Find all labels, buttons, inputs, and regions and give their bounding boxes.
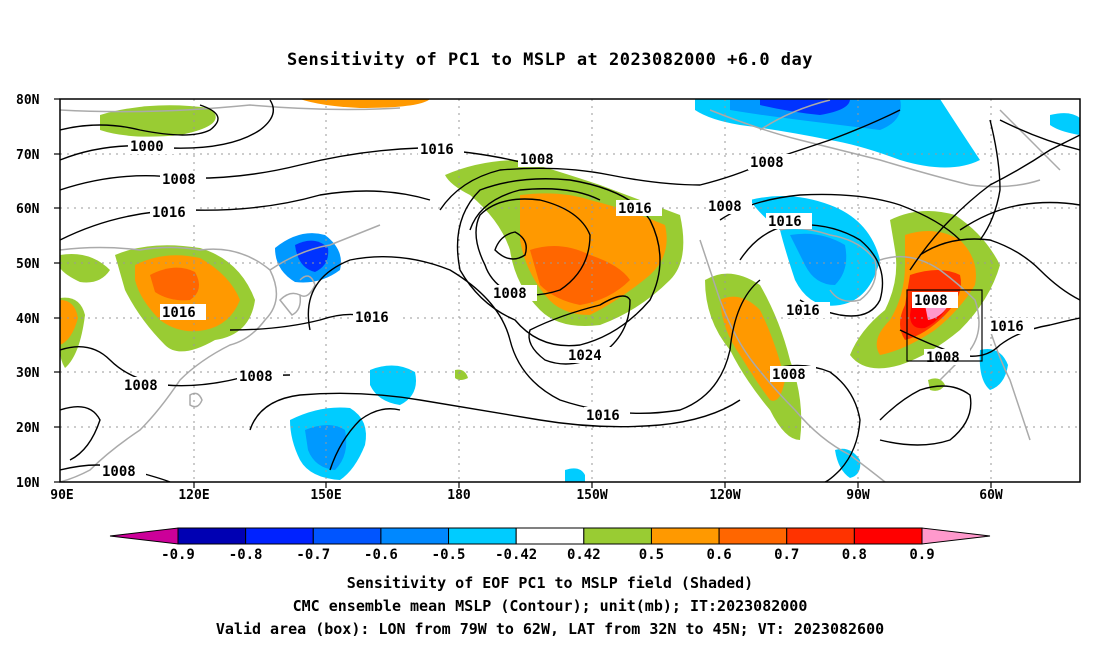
lon-label: 150W xyxy=(576,488,607,503)
colorbar-label: -0.7 xyxy=(296,547,330,563)
lat-label: 60N xyxy=(16,202,40,217)
contour-label: 1008 xyxy=(239,369,273,385)
colorbar-swatch xyxy=(650,527,720,545)
lat-label: 10N xyxy=(16,476,40,491)
graticule xyxy=(60,99,1080,482)
colorbar-label: 0.8 xyxy=(842,547,867,563)
colorbar-label: -0.42 xyxy=(495,547,537,563)
colorbar-swatch xyxy=(448,527,517,545)
shade-region xyxy=(720,296,785,401)
contour-label: 1008 xyxy=(102,464,136,480)
contour-label: 1008 xyxy=(520,152,554,168)
shade-region xyxy=(60,300,78,345)
contour-label: 1008 xyxy=(772,367,806,383)
caption-line-2: CMC ensemble mean MSLP (Contour); unit(m… xyxy=(292,597,808,615)
colorbar-label: 0.7 xyxy=(774,547,799,563)
contour-label: 1016 xyxy=(586,408,620,424)
contour-label: 1016 xyxy=(355,310,389,326)
colorbar-swatch xyxy=(245,527,314,545)
contour-label: 1016 xyxy=(768,214,802,230)
contour-label: 1008 xyxy=(750,155,784,171)
colorbar-swatch xyxy=(515,527,585,545)
lat-axis: 80N 70N 60N 50N 40N 30N 20N 10N xyxy=(16,93,60,491)
contour-label: 1024 xyxy=(568,348,602,364)
lon-label: 150E xyxy=(310,488,341,503)
map-content: 1000 1016 1008 1008 1008 1016 1016 1016 … xyxy=(60,99,1080,482)
contour-label: 1016 xyxy=(162,305,196,321)
shade-region xyxy=(530,246,630,305)
caption-line-1: Sensitivity of EOF PC1 to MSLP field (Sh… xyxy=(346,574,754,592)
shade-region xyxy=(60,254,110,283)
lon-axis: 90E 120E 150E 180 150W 120W 90W 60W xyxy=(50,482,1003,503)
colorbar-swatch xyxy=(786,527,855,545)
lon-label: 60W xyxy=(979,488,1003,503)
contour-label: 1008 xyxy=(493,286,527,302)
contour-label: 1016 xyxy=(420,142,454,158)
lon-label: 120W xyxy=(709,488,740,503)
contour-label: 1016 xyxy=(990,319,1024,335)
colorbar-swatch xyxy=(583,527,652,545)
shade-region xyxy=(300,99,430,108)
contour-label: 1008 xyxy=(708,199,742,215)
colorbar-label: -0.8 xyxy=(229,547,263,563)
contour-label: 1000 xyxy=(130,139,164,155)
shade-region xyxy=(150,267,199,301)
shade-region xyxy=(100,105,216,137)
contour-label: 1008 xyxy=(926,350,960,366)
caption-line-3: Valid area (box): LON from 79W to 62W, L… xyxy=(215,620,885,638)
valid-area-box xyxy=(906,289,983,362)
map-title: Sensitivity of PC1 to MSLP at 2023082000… xyxy=(286,50,813,70)
colorbar-swatch xyxy=(177,527,247,545)
map-frame xyxy=(59,98,1081,483)
contour-label: 1008 xyxy=(124,378,158,394)
contour-label: 1016 xyxy=(786,303,820,319)
colorbar-swatch xyxy=(853,527,923,545)
shade-region xyxy=(295,240,329,272)
colorbar: -0.9 -0.8 -0.7 -0.6 -0.5 -0.42 0.42 0.5 0.6 0.7 0.… xyxy=(109,527,991,563)
colorbar-label: 0.42 xyxy=(567,547,601,563)
lat-label: 70N xyxy=(16,148,40,163)
shade-region xyxy=(305,425,347,470)
shade-region xyxy=(455,369,468,380)
colorbar-label: 0.6 xyxy=(706,547,731,563)
colorbar-swatch xyxy=(312,527,382,545)
colorbar-label: -0.5 xyxy=(432,547,466,563)
lon-label: 90E xyxy=(50,488,73,503)
shade-region xyxy=(1050,113,1080,135)
shade-region xyxy=(790,233,847,285)
lat-label: 40N xyxy=(16,312,40,327)
shade-region xyxy=(928,378,945,391)
lon-label: 90W xyxy=(846,488,870,503)
coastlines xyxy=(60,99,1061,482)
colorbar-end-high xyxy=(921,527,991,545)
contour-label: 1016 xyxy=(618,201,652,217)
shade-region xyxy=(565,468,585,482)
contour-label: 1008 xyxy=(162,172,196,188)
colorbar-label: 0.9 xyxy=(909,547,934,563)
lat-label: 80N xyxy=(16,93,40,108)
colorbar-label: -0.9 xyxy=(161,547,195,563)
lon-label: 180 xyxy=(447,488,471,503)
lon-label: 120E xyxy=(178,488,209,503)
colorbar-label: -0.6 xyxy=(364,547,398,563)
colorbar-label: 0.5 xyxy=(639,547,664,563)
contour-label: 1016 xyxy=(152,205,186,221)
colorbar-swatch xyxy=(718,527,788,545)
shade-region xyxy=(835,448,861,478)
shade-region xyxy=(695,99,980,168)
lat-label: 50N xyxy=(16,257,40,272)
lat-label: 20N xyxy=(16,421,40,436)
colorbar-end-low xyxy=(109,527,179,545)
lat-label: 30N xyxy=(16,366,40,381)
contour-label: 1008 xyxy=(914,293,948,309)
colorbar-swatch xyxy=(380,527,450,545)
contour-label-group: 1000 1016 1008 1008 1008 1016 1016 1016 … xyxy=(100,138,1034,480)
